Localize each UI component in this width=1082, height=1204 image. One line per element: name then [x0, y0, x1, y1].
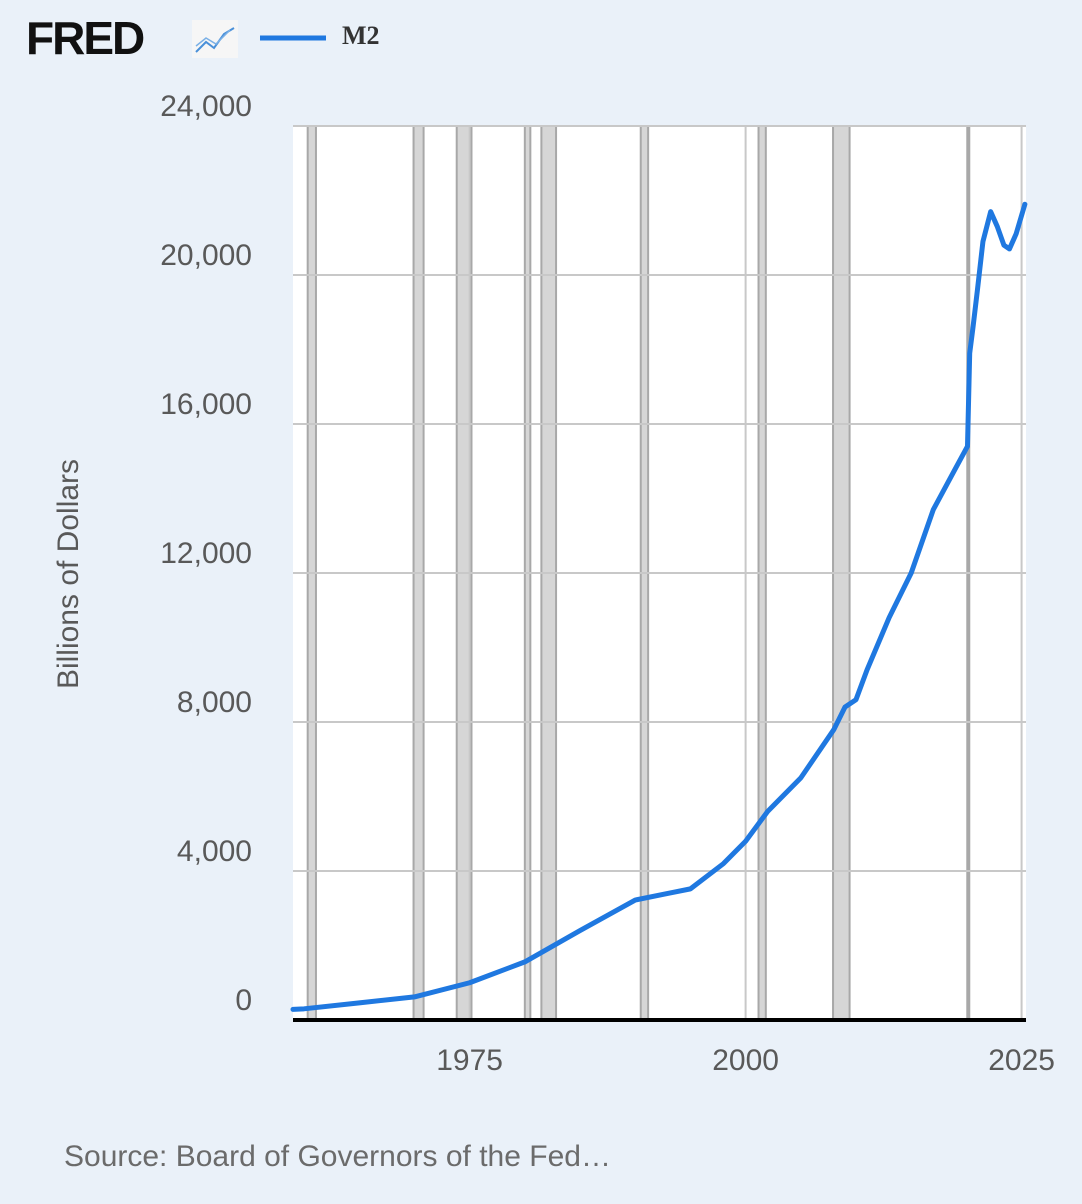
- y-tick-label: 16,000: [160, 388, 252, 421]
- y-tick-label: 8,000: [177, 686, 252, 719]
- logo: FRED: [26, 12, 144, 64]
- y-tick-label: 12,000: [160, 537, 252, 570]
- y-tick-label: 20,000: [160, 239, 252, 272]
- y-tick-label: 0: [235, 984, 252, 1017]
- series-line: [290, 201, 1028, 1012]
- x-tick-label: 1975: [436, 1044, 503, 1077]
- y-axis-title: Billions of Dollars: [52, 459, 85, 689]
- x-tick-label: 2000: [712, 1044, 779, 1077]
- y-tick-label: 4,000: [177, 835, 252, 868]
- x-tick-label: 2025: [988, 1044, 1055, 1077]
- legend-label: M2: [342, 21, 380, 50]
- logo-icon: [192, 20, 238, 58]
- source: Source: Board of Governors of the Fed…: [64, 1140, 611, 1173]
- y-tick-label: 24,000: [160, 90, 252, 123]
